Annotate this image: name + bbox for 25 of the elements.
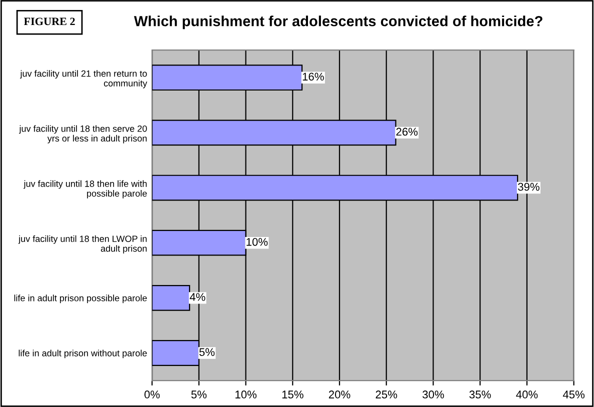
x-tick-label: 40% <box>516 390 538 398</box>
x-tick-label: 5% <box>191 390 207 398</box>
data-label: 26% <box>396 128 418 136</box>
y-tick-label: juv facility until 18 then life with possible parole <box>24 180 147 198</box>
y-tick-label: life in adult prison possible parole <box>14 294 147 304</box>
x-tick-label: 45% <box>562 390 585 398</box>
caption: FIGURE 2 <box>24 18 75 26</box>
x-tick-label: 25% <box>376 390 398 398</box>
x-tick-label: 20% <box>328 390 350 398</box>
chart-title: Which punishment for adolescents convicted of homicide? <box>134 16 542 30</box>
data-label: 39% <box>518 182 540 191</box>
y-tick-label: juv facility until 21 then return to community <box>20 70 148 88</box>
y-tick-label: juv facility until 18 then serve 20 yrs or less in adult prison <box>19 125 147 144</box>
x-tick-label: 0% <box>144 390 160 398</box>
data-label: 4% <box>190 293 206 301</box>
x-tick-label: 15% <box>282 390 304 398</box>
x-tick-label: 30% <box>422 390 444 398</box>
y-tick-label: juv facility until 18 then LWOP in adult prison <box>18 235 147 254</box>
data-label: 5% <box>199 348 215 356</box>
x-tick-label: 10% <box>236 390 257 398</box>
y-tick-label: life in adult prison without parole <box>18 350 147 358</box>
bar <box>152 284 190 311</box>
data-label: 16% <box>302 72 324 81</box>
x-tick-label: 35% <box>469 390 491 398</box>
data-label: 10% <box>246 238 268 246</box>
